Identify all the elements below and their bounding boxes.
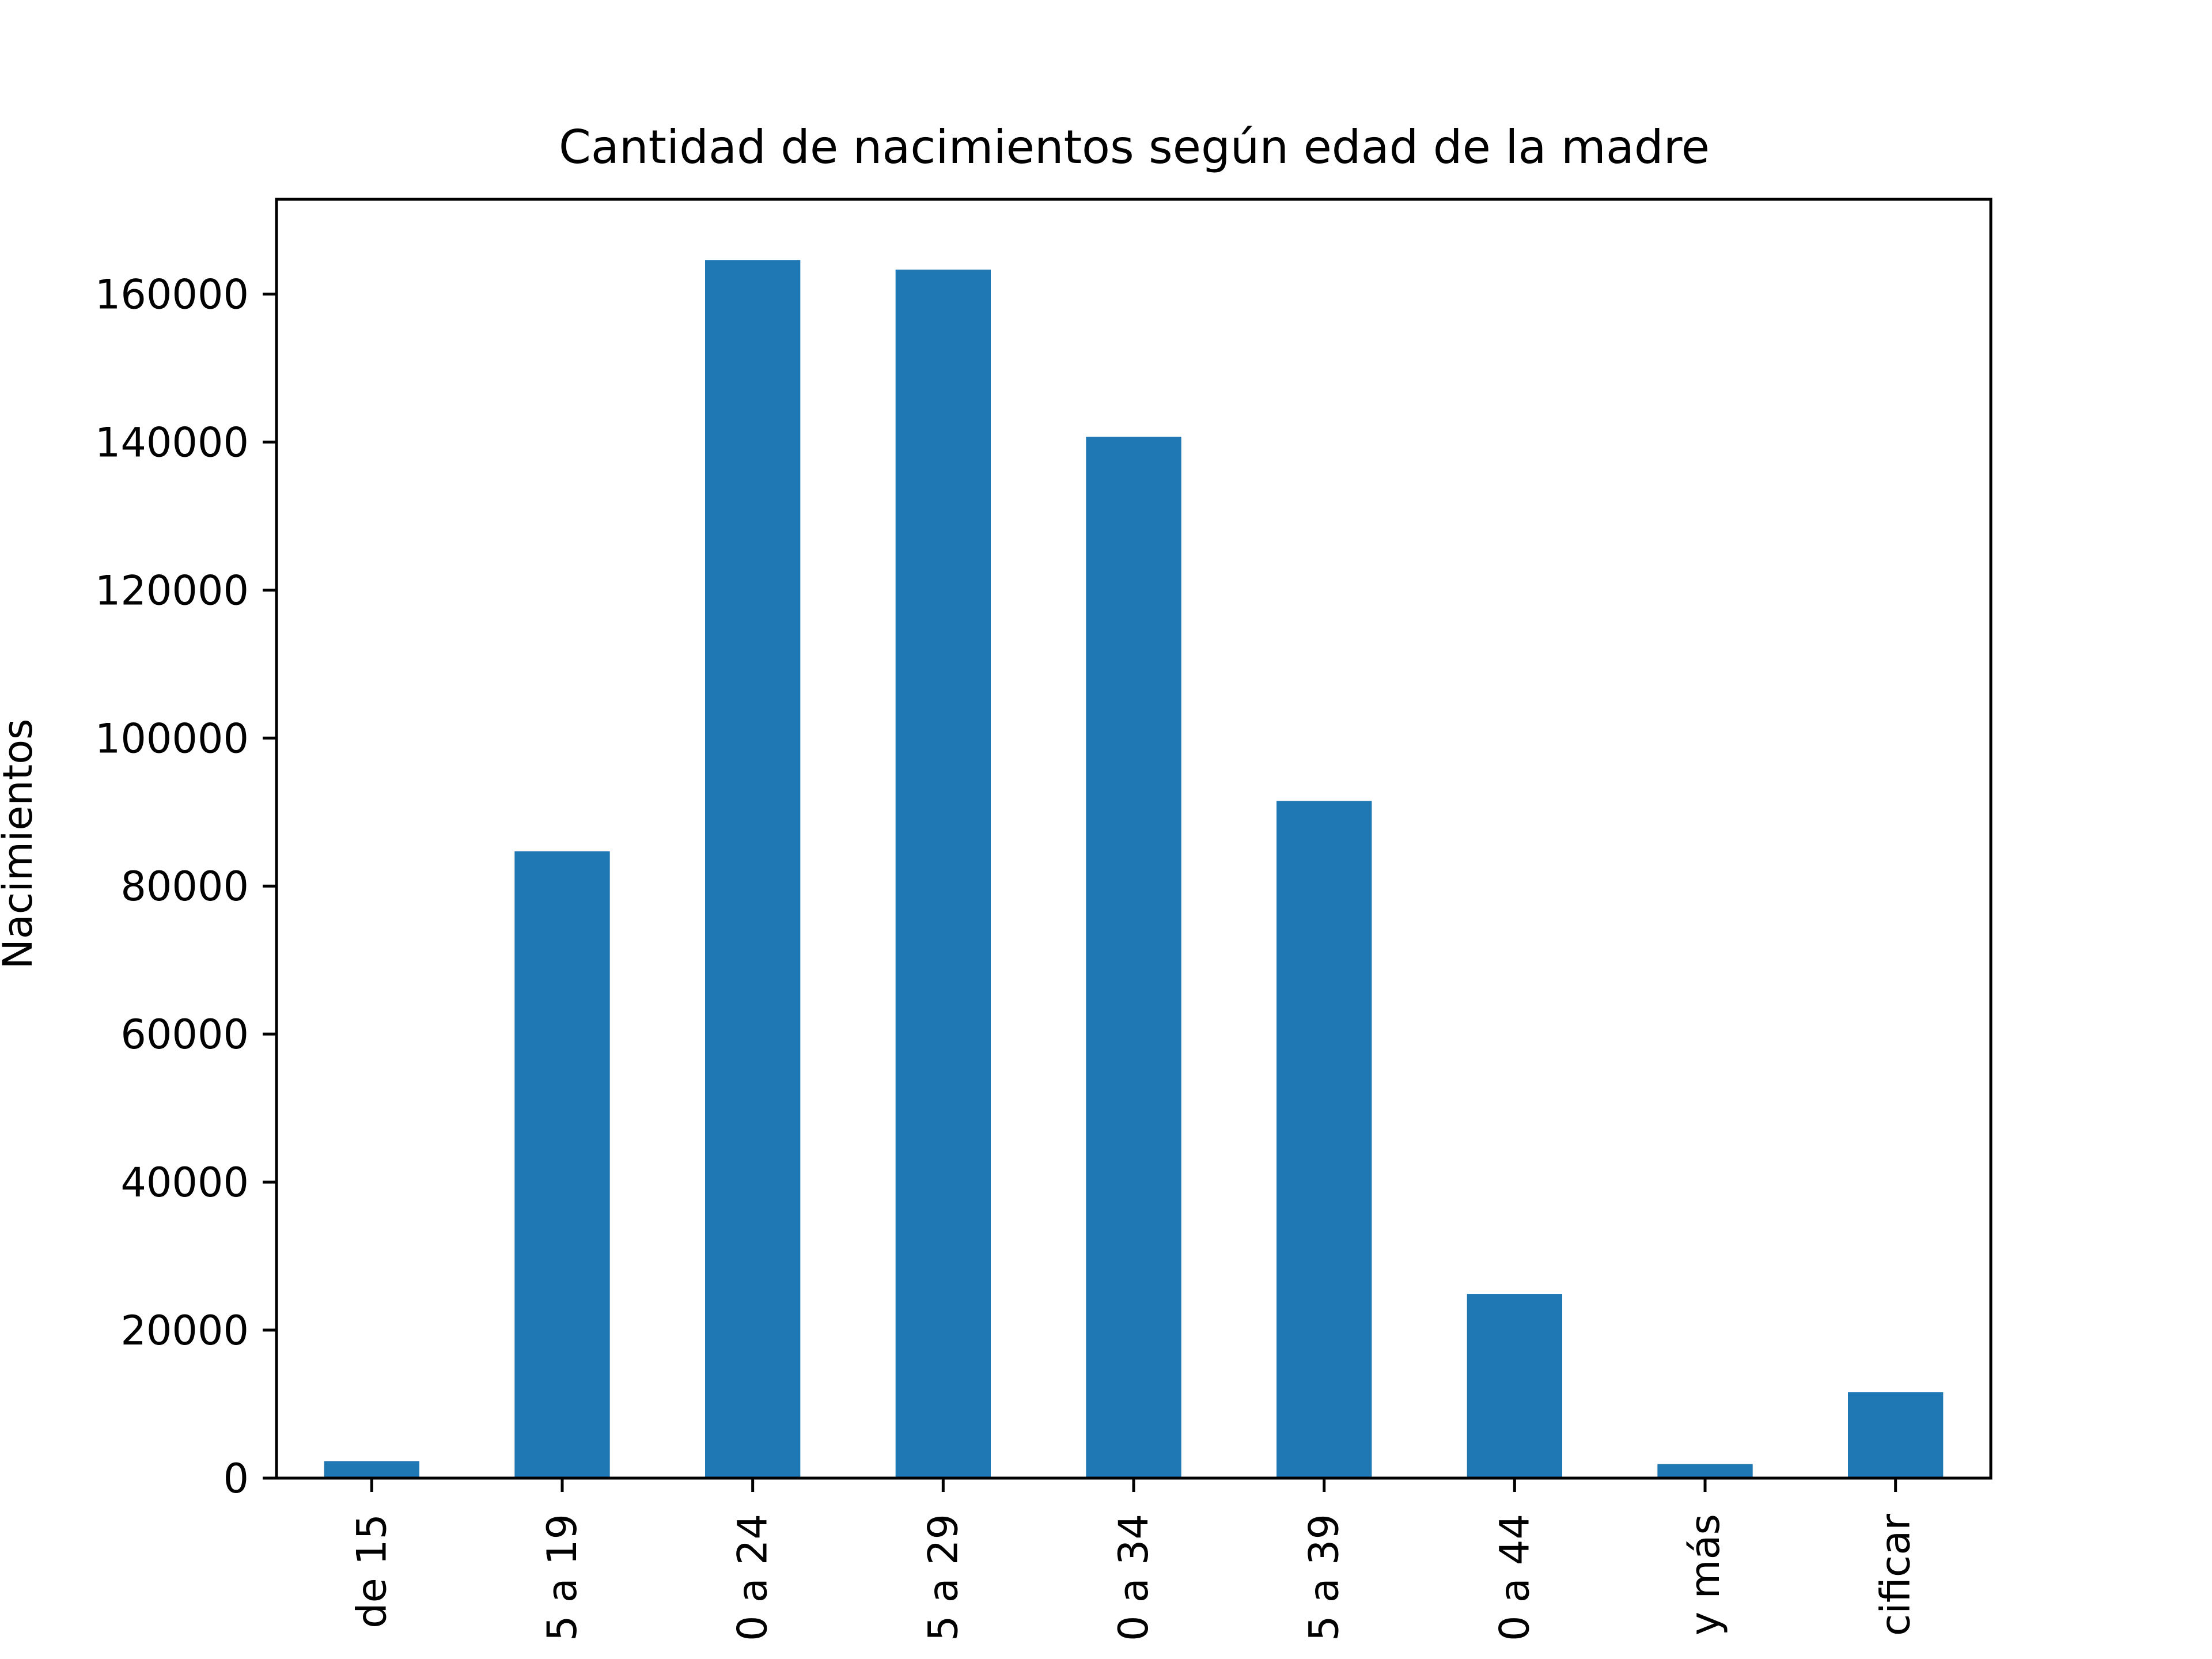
x-tick-label-7: y más [1681,1514,1729,1635]
bar-6 [1467,1294,1562,1478]
x-tick-label-6: 0 a 44 [1491,1514,1538,1641]
y-tick-label-3: 60000 [120,1011,249,1058]
y-tick-label-2: 40000 [120,1159,249,1206]
x-axis-ticks: de 15 5 a 19 0 a 24 5 a 29 0 a 34 5 a 39 0 a 4… [348,1478,1919,1641]
x-tick-label-2: 0 a 24 [729,1514,777,1641]
x-tick-label-4: 0 a 34 [1110,1514,1157,1641]
y-tick-label-5: 100000 [95,715,249,762]
x-tick-label-0: de 15 [348,1514,395,1628]
y-axis-ticks: 0 20000 40000 60000 80000 100000 120000 140000 1… [95,271,276,1502]
bar-0 [324,1461,419,1478]
y-tick-label-7: 140000 [95,419,249,466]
x-tick-label-1: 5 a 19 [539,1514,586,1641]
chart-title: Cantidad de nacimientos según edad de la… [559,120,1710,174]
y-tick-label-8: 160000 [95,271,249,318]
x-tick-label-3: 5 a 29 [919,1514,967,1641]
bar-2 [705,260,801,1479]
x-tick-label-8: cificar [1872,1514,1919,1636]
bars-group [324,260,1944,1479]
bar-8 [1848,1392,1944,1478]
y-tick-label-6: 120000 [95,567,249,614]
bar-5 [1277,801,1372,1478]
bar-3 [895,270,991,1479]
y-tick-label-4: 80000 [120,863,249,910]
x-tick-label-5: 5 a 39 [1301,1514,1348,1641]
bar-4 [1086,437,1181,1479]
y-axis-label: Nacimientos [0,718,41,969]
plot-area-frame [275,198,1993,1480]
y-tick-label-0: 0 [223,1455,249,1502]
bar-7 [1657,1464,1753,1478]
bar-1 [514,851,610,1478]
y-tick-label-1: 20000 [120,1307,249,1354]
